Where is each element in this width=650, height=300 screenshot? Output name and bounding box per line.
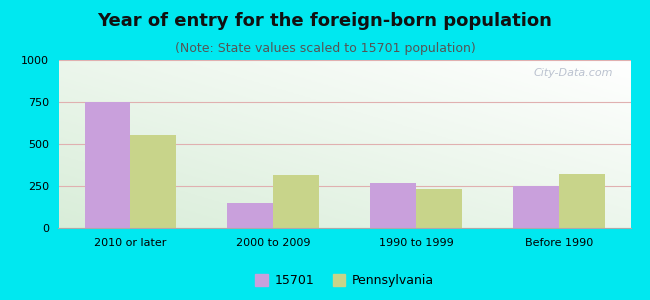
Text: Year of entry for the foreign-born population: Year of entry for the foreign-born popul…	[98, 12, 552, 30]
Legend: 15701, Pennsylvania: 15701, Pennsylvania	[250, 269, 439, 292]
Text: (Note: State values scaled to 15701 population): (Note: State values scaled to 15701 popu…	[175, 42, 475, 55]
Bar	[227, 203, 273, 228]
Bar	[416, 188, 462, 228]
Text: City-Data.com: City-Data.com	[534, 68, 614, 78]
Bar	[130, 135, 176, 228]
Bar	[84, 102, 130, 228]
Bar	[370, 183, 416, 228]
Bar	[273, 175, 318, 228]
Bar	[513, 186, 559, 228]
Bar	[559, 174, 604, 228]
